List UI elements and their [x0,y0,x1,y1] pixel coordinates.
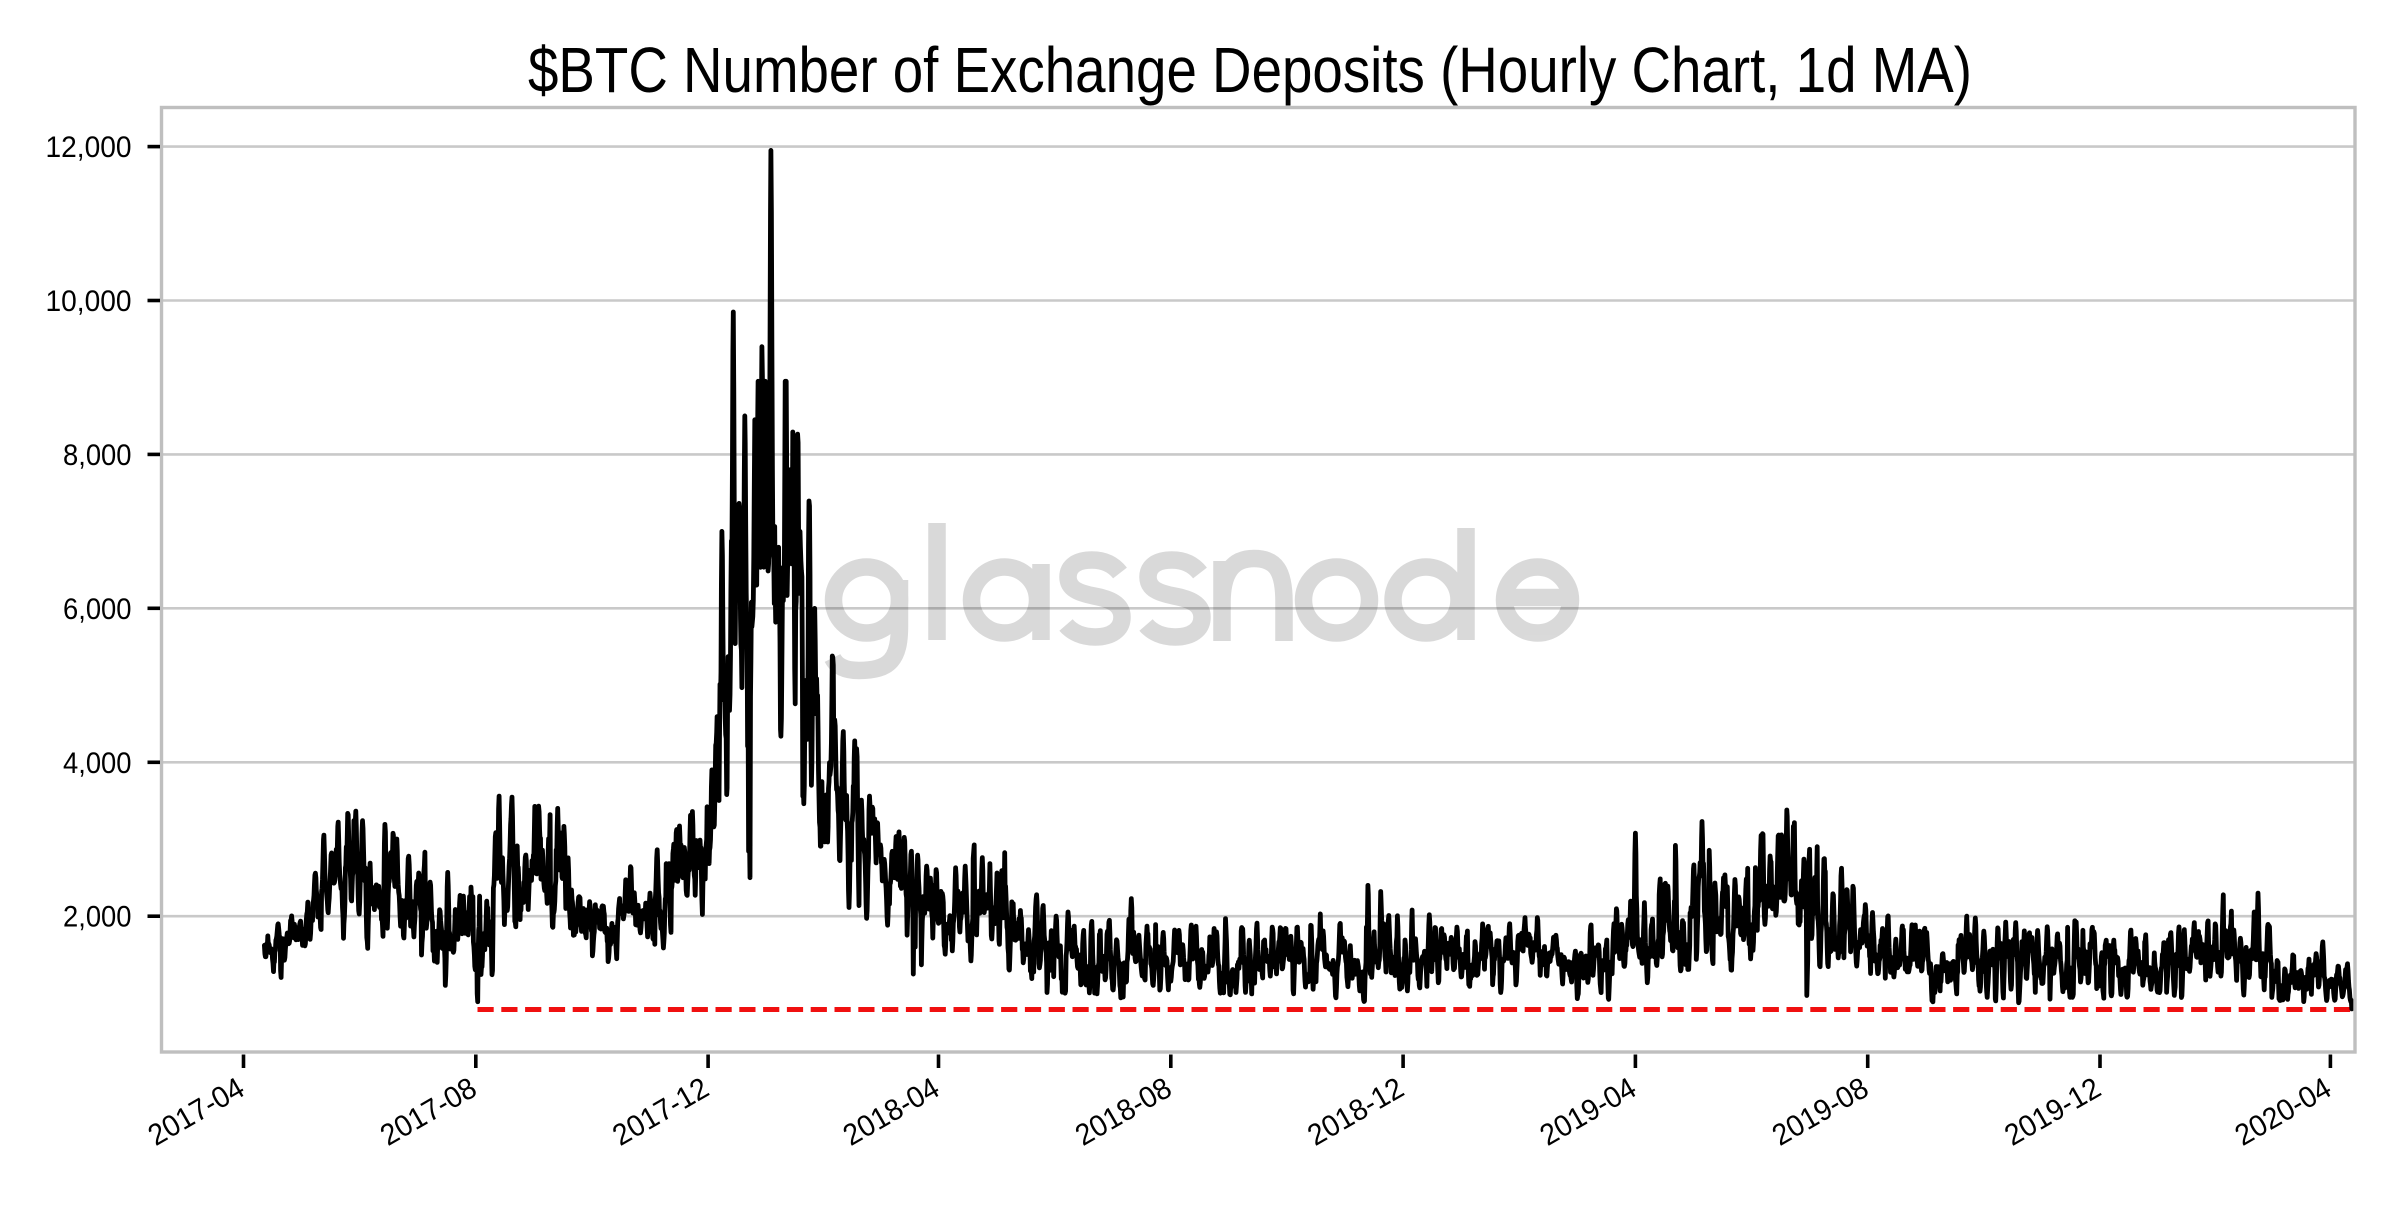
svg-text:8,000: 8,000 [63,439,132,472]
svg-text:6,000: 6,000 [63,593,132,626]
svg-text:$BTC Number of Exchange Deposi: $BTC Number of Exchange Deposits (Hourly… [528,34,1972,106]
svg-text:4,000: 4,000 [63,747,132,780]
svg-text:12,000: 12,000 [46,131,132,164]
svg-text:10,000: 10,000 [46,285,132,318]
svg-text:2,000: 2,000 [63,901,132,934]
